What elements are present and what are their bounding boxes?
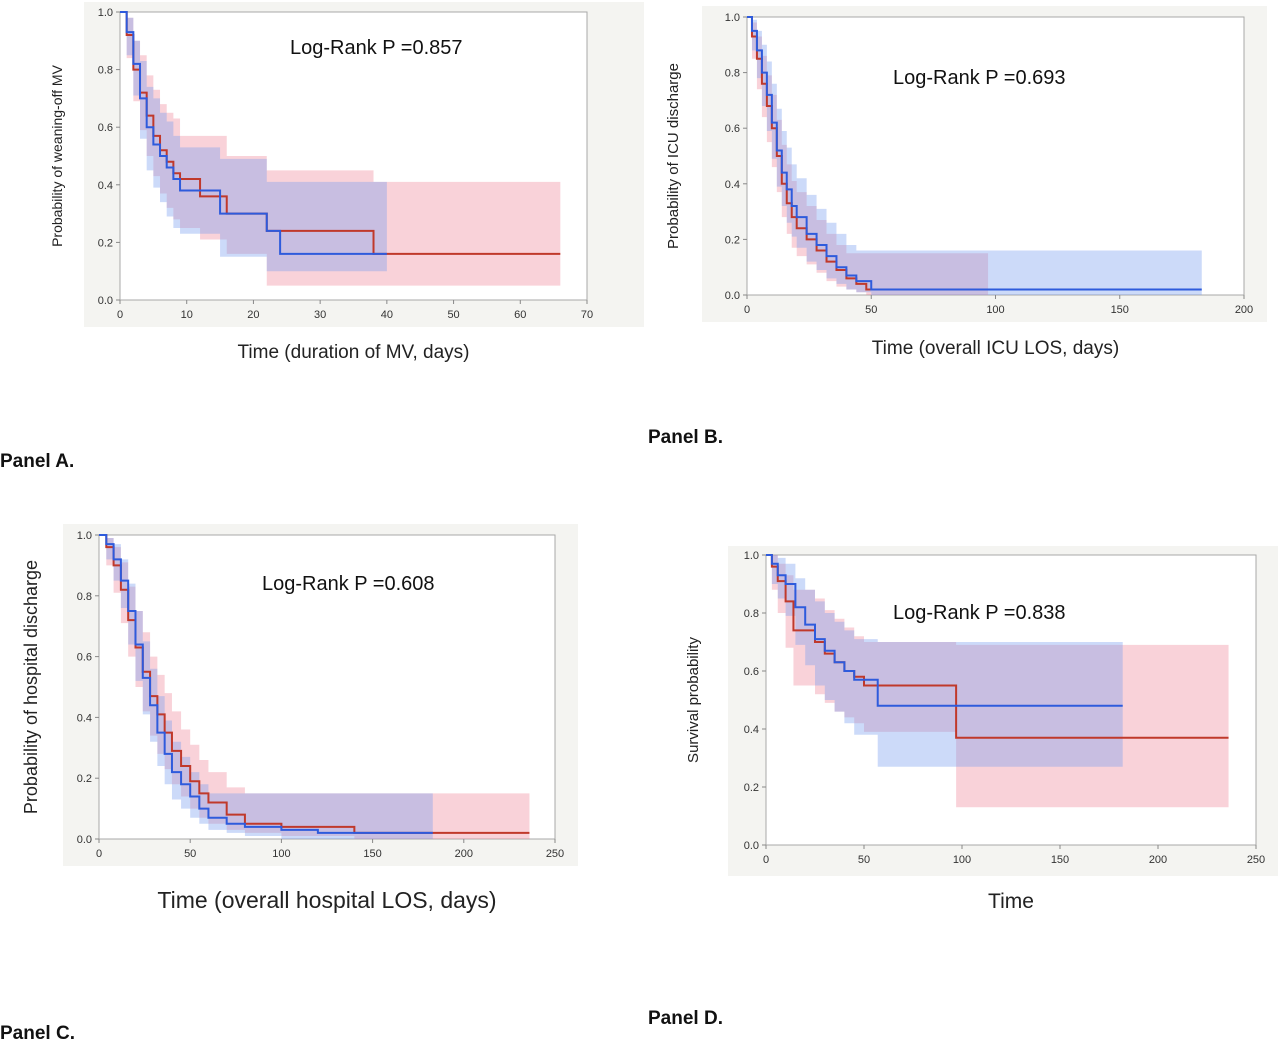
log-rank-annotation: Log-Rank P =0.608 — [262, 573, 435, 595]
x-tick-label: 50 — [184, 848, 196, 860]
chart-panel-b: 0 50 100 150 200 0.0 0.2 0.4 0.6 0.8 1.0 Time (over… — [665, 6, 1267, 359]
x-tick-label: 0 — [96, 848, 102, 860]
y-tick-label: 1.0 — [744, 550, 759, 562]
y-tick-label: 0.8 — [725, 68, 740, 80]
chart-panel-a: 0 10 20 30 40 50 60 70 0.0 0.2 0.4 0.6 0.8 1.0 Time (d… — [49, 2, 644, 363]
y-tick-label: 0.6 — [744, 666, 759, 678]
x-tick-label: 40 — [381, 309, 393, 321]
x-tick-label: 0 — [763, 854, 769, 866]
y-tick-label: 0.4 — [98, 180, 113, 192]
x-tick-label: 0 — [117, 309, 123, 321]
y-tick-label: 0.6 — [725, 123, 740, 135]
survival-curve-2 — [120, 11, 387, 255]
y-tick-label: 1.0 — [98, 7, 113, 19]
x-axis-title: Time (overall hospital LOS, days) — [157, 887, 496, 913]
y-tick-label: 0.6 — [98, 122, 113, 134]
y-tick-label: 0.4 — [77, 712, 92, 724]
survival-curve-2 — [747, 16, 1202, 291]
confidence-band-1 — [120, 12, 561, 286]
x-tick-label: 150 — [1111, 304, 1129, 316]
x-axis-title: Time (overall ICU LOS, days) — [872, 338, 1119, 359]
y-tick-label: 0.2 — [725, 234, 740, 246]
confidence-band-1 — [766, 555, 1229, 808]
x-tick-label: 200 — [455, 848, 473, 860]
panel-label-d: Panel D. — [648, 1008, 723, 1029]
chart-panel-d: 0 50 100 150 200 250 0.0 0.2 0.4 0.6 0.8 1.0 Time Sur… — [685, 546, 1278, 913]
x-tick-label: 50 — [865, 304, 877, 316]
confidence-band-2 — [99, 535, 433, 839]
x-tick-label: 200 — [1235, 304, 1253, 316]
plot-area — [746, 16, 1245, 296]
plot-series-group — [99, 534, 530, 839]
confidence-band-2 — [747, 17, 1202, 295]
log-rank-annotation: Log-Rank P =0.693 — [893, 67, 1066, 89]
x-tick-label: 250 — [1247, 854, 1265, 866]
panel-label-a: Panel A. — [0, 451, 75, 472]
y-tick-label: 0.0 — [98, 295, 113, 307]
confidence-band-2 — [120, 12, 387, 272]
y-tick-label: 0.8 — [98, 65, 113, 77]
survival-curve-1 — [99, 534, 530, 834]
confidence-band-1 — [99, 535, 530, 839]
y-tick-label: 0.6 — [77, 652, 92, 664]
x-tick-label: 150 — [363, 848, 381, 860]
y-axis-title: Survival probability — [685, 637, 702, 763]
x-tick-label: 100 — [953, 854, 971, 866]
survival-curve-2 — [766, 554, 1123, 707]
y-tick-label: 1.0 — [725, 12, 740, 24]
x-tick-label: 200 — [1149, 854, 1167, 866]
y-tick-label: 0.8 — [744, 608, 759, 620]
x-axis-title: Time (duration of MV, days) — [238, 342, 470, 363]
y-axis-title: Probability of ICU discharge — [665, 63, 682, 249]
x-tick-label: 150 — [1051, 854, 1069, 866]
y-tick-label: 0.2 — [744, 782, 759, 794]
y-tick-label: 0.0 — [725, 290, 740, 302]
survival-curve-2 — [99, 534, 433, 834]
x-tick-label: 10 — [181, 309, 193, 321]
x-tick-label: 50 — [447, 309, 459, 321]
y-tick-label: 0.0 — [744, 840, 759, 852]
x-tick-label: 70 — [581, 309, 593, 321]
plot-series-group — [120, 11, 561, 286]
panel-label-b: Panel B. — [648, 427, 723, 448]
y-tick-label: 0.4 — [744, 724, 759, 736]
x-tick-label: 100 — [986, 304, 1004, 316]
x-tick-label: 30 — [314, 309, 326, 321]
y-tick-label: 0.0 — [77, 834, 92, 846]
plot-area — [765, 554, 1257, 846]
plot-area — [119, 11, 588, 301]
x-tick-label: 50 — [858, 854, 870, 866]
y-tick-label: 0.2 — [98, 237, 113, 249]
x-tick-label: 100 — [272, 848, 290, 860]
y-tick-label: 0.4 — [725, 179, 740, 191]
plot-area — [98, 534, 556, 840]
y-tick-label: 1.0 — [77, 530, 92, 542]
x-tick-label: 20 — [247, 309, 259, 321]
x-tick-label: 250 — [546, 848, 564, 860]
y-tick-label: 0.2 — [77, 773, 92, 785]
y-axis-title: Probability of weaning-off MV — [49, 64, 65, 246]
log-rank-annotation: Log-Rank P =0.838 — [893, 602, 1066, 624]
x-tick-label: 0 — [744, 304, 750, 316]
y-tick-label: 0.8 — [77, 591, 92, 603]
x-tick-label: 60 — [514, 309, 526, 321]
confidence-band-2 — [766, 555, 1123, 767]
plot-series-group — [766, 554, 1229, 808]
x-axis-title: Time — [988, 890, 1034, 913]
chart-panel-c: 0 50 100 150 200 250 0.0 0.2 0.4 0.6 0.8 1.0 Time (o… — [21, 524, 578, 913]
log-rank-annotation: Log-Rank P =0.857 — [290, 37, 463, 59]
y-axis-title: Probability of hospital discharge — [21, 560, 41, 814]
panel-label-c: Panel C. — [0, 1023, 75, 1044]
plot-series-group — [747, 16, 1202, 295]
